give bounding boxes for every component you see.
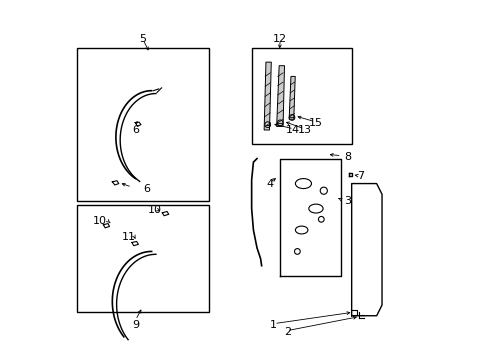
- Text: 6: 6: [142, 184, 149, 194]
- Text: 9: 9: [132, 320, 139, 330]
- Text: 3: 3: [344, 197, 351, 206]
- Text: 10: 10: [148, 205, 162, 215]
- Text: 12: 12: [273, 34, 286, 44]
- Text: 1: 1: [269, 320, 276, 330]
- Text: 6: 6: [132, 125, 139, 135]
- Text: 8: 8: [344, 152, 351, 162]
- Text: 10: 10: [93, 216, 106, 226]
- Bar: [77, 48, 208, 202]
- Text: 15: 15: [308, 118, 322, 128]
- Text: 11: 11: [121, 232, 135, 242]
- Text: 2: 2: [283, 327, 290, 337]
- Bar: [251, 48, 351, 144]
- Polygon shape: [276, 66, 284, 126]
- Text: 5: 5: [139, 34, 146, 44]
- Text: 13: 13: [298, 125, 312, 135]
- Text: 4: 4: [265, 179, 272, 189]
- Text: 7: 7: [356, 171, 364, 181]
- Bar: [77, 205, 208, 312]
- Text: 14: 14: [285, 125, 299, 135]
- Polygon shape: [264, 62, 271, 130]
- Polygon shape: [288, 76, 295, 119]
